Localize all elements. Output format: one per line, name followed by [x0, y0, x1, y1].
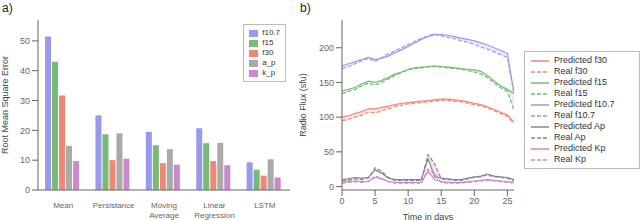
html-text:Real Ap: Real Ap [554, 132, 586, 142]
svg-text:10: 10 [403, 196, 413, 206]
html-text:a): a) [2, 1, 13, 15]
svg-text:Radio Flux (sfu): Radio Flux (sfu) [298, 73, 308, 137]
html-text:Real f30: Real f30 [554, 66, 588, 76]
svg-text:MovingAverage: MovingAverage [149, 201, 179, 220]
svg-text:0: 0 [25, 185, 30, 195]
html-text:Real Kp: Real Kp [554, 154, 586, 164]
html-text:Predicted Ap: Predicted Ap [554, 121, 605, 131]
svg-text:50: 50 [324, 147, 334, 157]
html-text:Real f10.7: Real f10.7 [554, 110, 595, 120]
html-text:Predicted f10.7: Predicted f10.7 [554, 99, 615, 109]
svg-text:20: 20 [469, 196, 479, 206]
svg-text:100: 100 [319, 112, 334, 122]
svg-text:40: 40 [20, 66, 30, 76]
svg-text:5: 5 [373, 196, 378, 206]
svg-text:25: 25 [502, 196, 512, 206]
svg-text:Persistance: Persistance [93, 201, 135, 210]
svg-text:Root Mean Square Error: Root Mean Square Error [8, 56, 10, 154]
svg-text:LSTM: LSTM [254, 201, 276, 210]
html-text:f10.7: f10.7 [262, 28, 280, 37]
svg-text:Mean: Mean [53, 201, 73, 210]
svg-text:0: 0 [339, 196, 344, 206]
svg-text:50: 50 [20, 36, 30, 46]
html-text:a_p: a_p [262, 58, 276, 67]
svg-text:Time in days: Time in days [403, 212, 454, 220]
html-text:f15: f15 [262, 38, 274, 47]
svg-text:10: 10 [20, 155, 30, 165]
html-text:b): b) [300, 1, 311, 15]
html-text:Predicted f30: Predicted f30 [554, 55, 607, 65]
html-text:f30: f30 [262, 48, 274, 57]
svg-text:LinearRegression: LinearRegression [194, 201, 234, 220]
svg-text:20: 20 [20, 126, 30, 136]
svg-text:15: 15 [436, 196, 446, 206]
svg-text:0: 0 [329, 182, 334, 192]
html-text:Real f15: Real f15 [554, 88, 588, 98]
svg-text:200: 200 [319, 43, 334, 53]
html-text:k_p: k_p [262, 68, 276, 77]
svg-text:150: 150 [319, 78, 334, 88]
html-text:Predicted Kp: Predicted Kp [554, 143, 606, 153]
svg-text:30: 30 [20, 96, 30, 106]
html-text:Predicted f15: Predicted f15 [554, 77, 607, 87]
